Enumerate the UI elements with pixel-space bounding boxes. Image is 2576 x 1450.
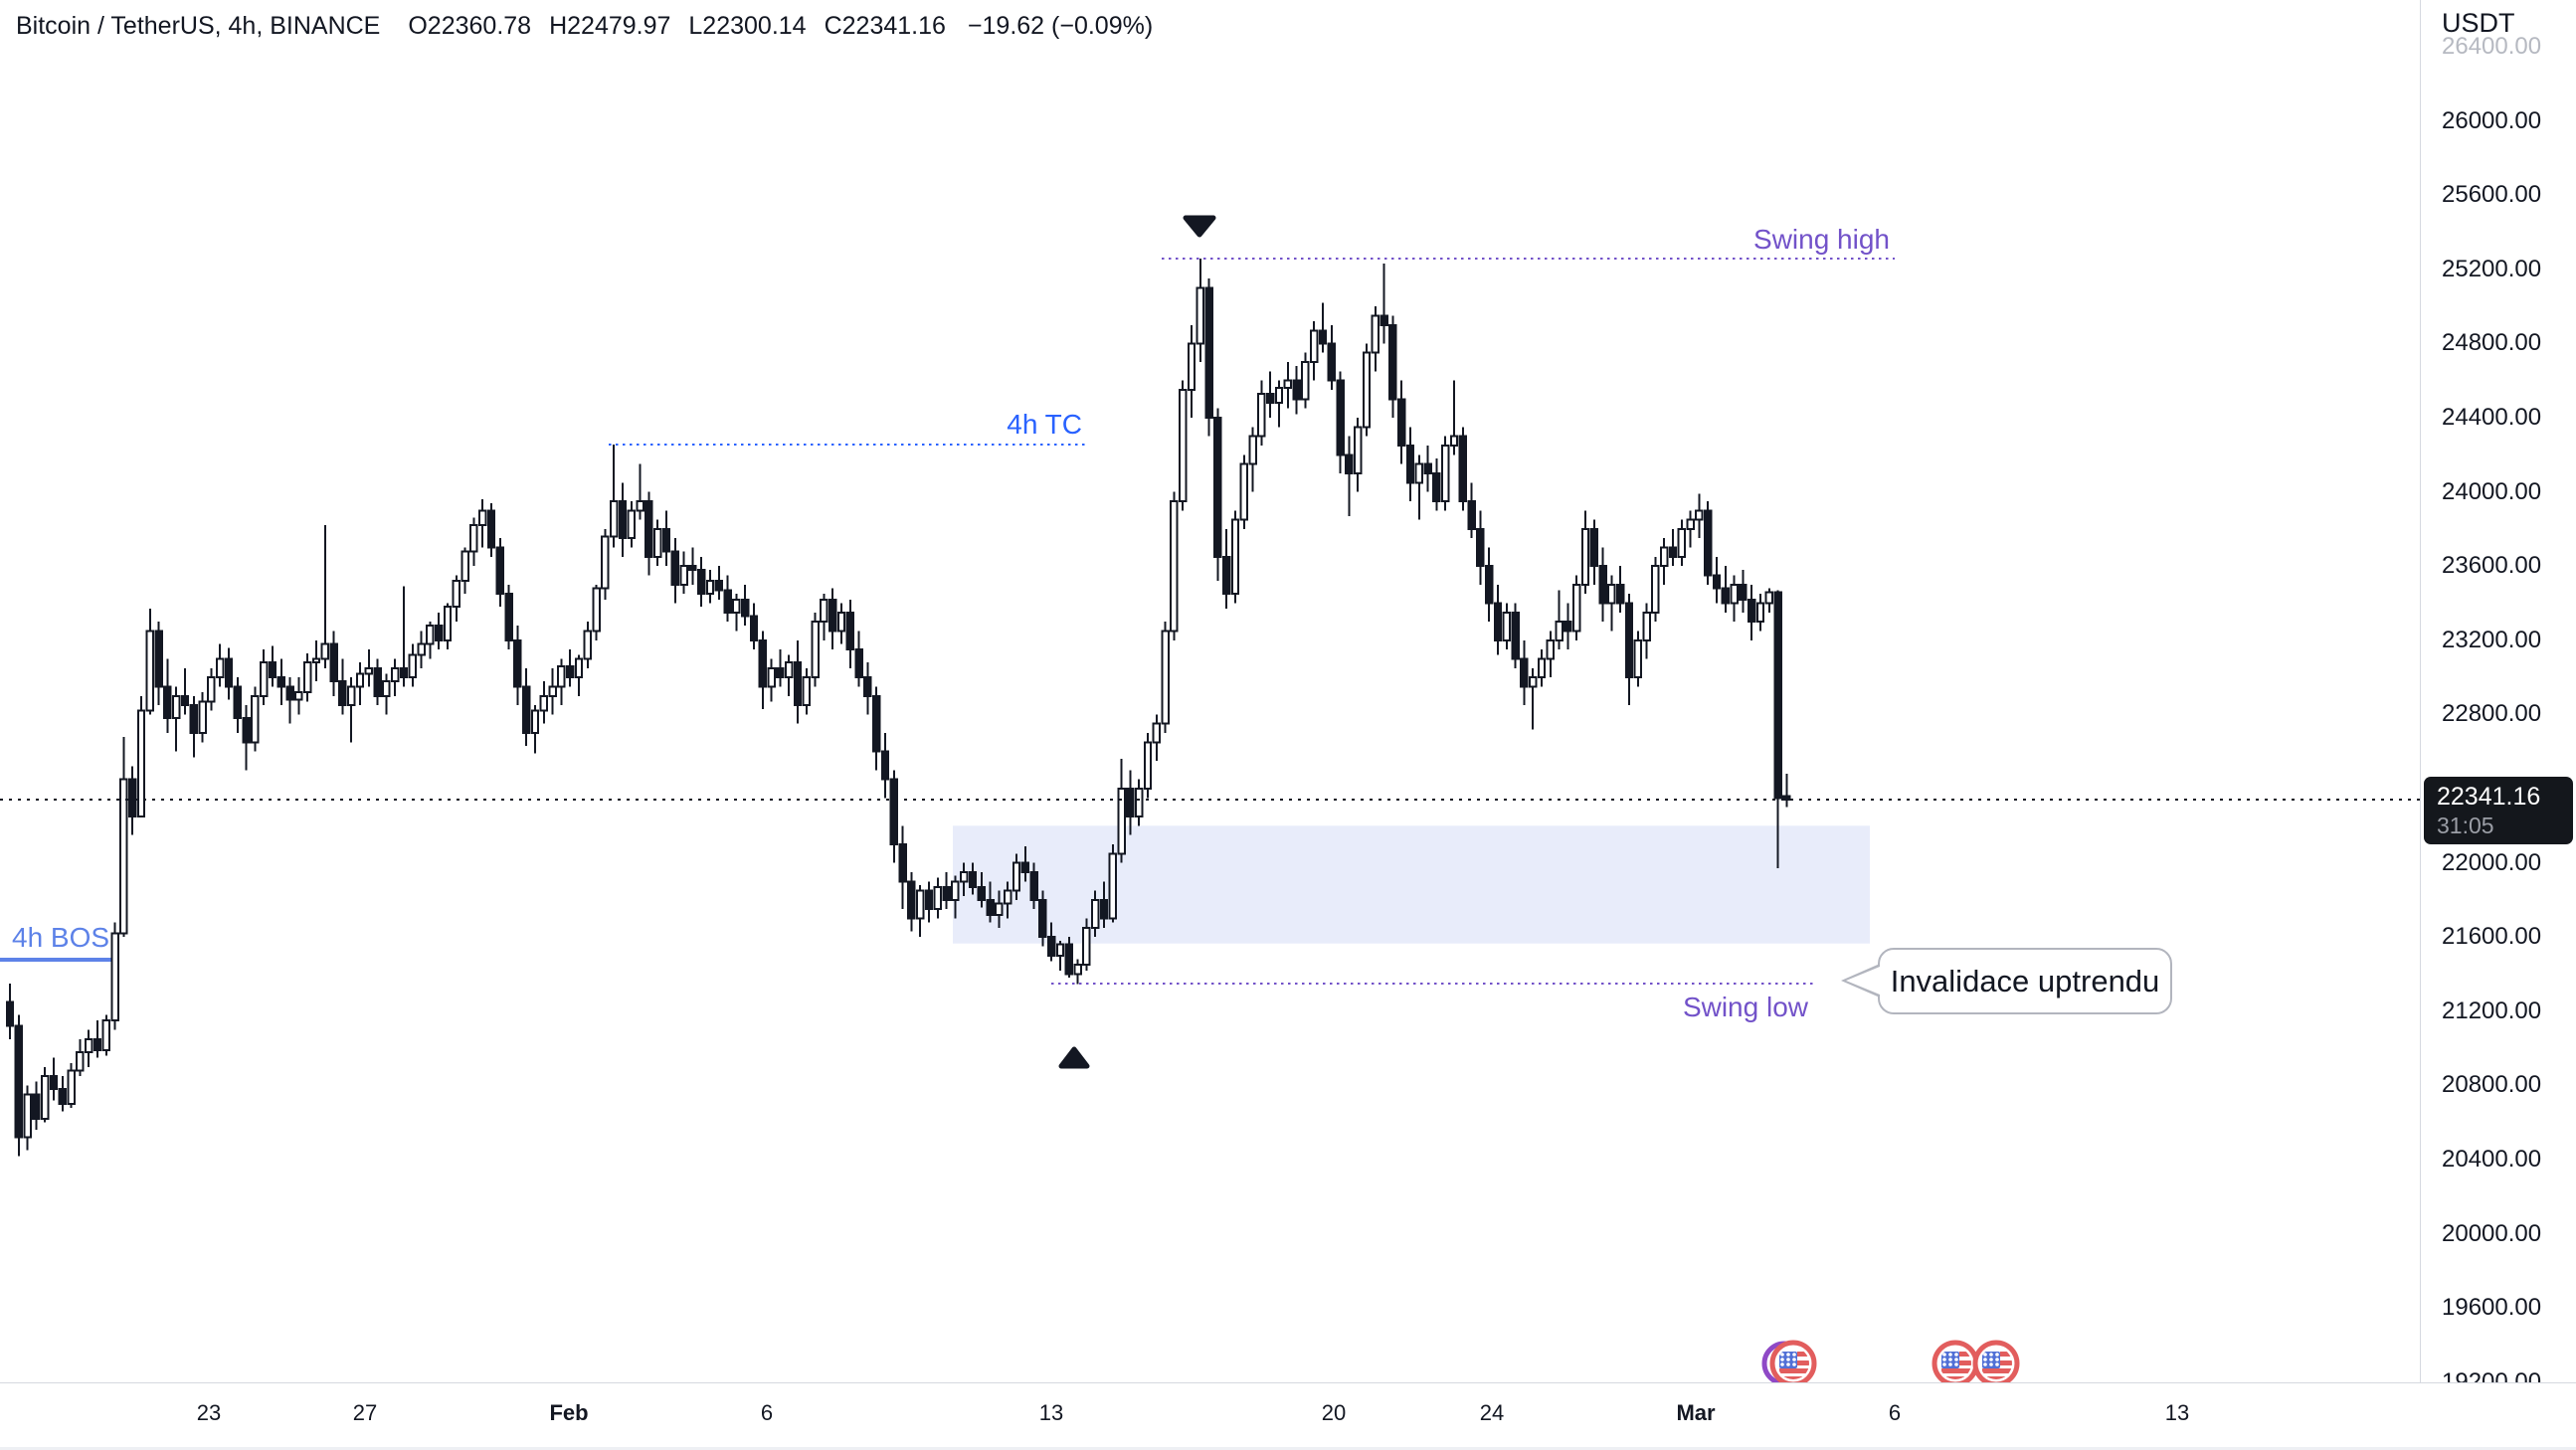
price-tick-label: 23200.00 <box>2442 626 2542 653</box>
time-scale[interactable]: 23 27 Feb 6 13 20 24 Mar 6 13 <box>0 1382 2576 1450</box>
symbol-info-bar: Bitcoin / TetherUS, 4h, BINANCE O22360.7… <box>16 10 1153 42</box>
current-price-value: 22341.16 <box>2437 783 2541 811</box>
current-price-badge: 22341.16 31:05 <box>2424 777 2573 844</box>
invalidation-callout-text: Invalidace uptrendu <box>1890 964 2160 998</box>
price-tick-label: 26400.00 <box>2442 33 2542 60</box>
price-scale[interactable]: USDT 22341.16 31:05 26400.00 26000.00 2560… <box>2420 0 2576 1450</box>
price-tick-label: 24400.00 <box>2442 404 2542 431</box>
time-tick-label: Mar <box>1676 1400 1716 1425</box>
price-tick-label: 24000.00 <box>2442 477 2542 505</box>
price-tick-label: 23600.00 <box>2442 552 2542 580</box>
price-tick-label: 20800.00 <box>2442 1071 2542 1099</box>
bos-4h-label[interactable]: 4h BOS <box>12 922 109 953</box>
time-tick-label: Feb <box>549 1400 589 1425</box>
symbol-title[interactable]: Bitcoin / TetherUS, 4h, BINANCE <box>16 12 381 40</box>
time-tick-label: 6 <box>1888 1400 1902 1425</box>
bar-countdown: 31:05 <box>2437 813 2494 838</box>
chart-canvas[interactable]: Swing high 4h TC 4h BOS Swing low <box>0 0 2420 1382</box>
time-tick-label: 13 <box>2164 1400 2190 1425</box>
ohlc-open: O22360.78 <box>408 12 532 40</box>
demand-zone[interactable] <box>953 825 1870 944</box>
price-tick-label: 25200.00 <box>2442 255 2542 282</box>
down-arrow-marker[interactable] <box>1183 215 1216 238</box>
tc-4h-label[interactable]: 4h TC <box>1007 409 1082 440</box>
time-tick-label: 20 <box>1321 1400 1347 1425</box>
ohlc-high: H22479.97 <box>549 12 671 40</box>
up-arrow-marker[interactable] <box>1058 1046 1090 1069</box>
swing-high-label[interactable]: Swing high <box>1753 224 1890 255</box>
price-tick-label: 21600.00 <box>2442 923 2542 951</box>
change-value: −19.62 (−0.09%) <box>967 12 1154 40</box>
time-tick-label: 23 <box>196 1400 222 1425</box>
price-tick-label: 20000.00 <box>2442 1219 2542 1247</box>
us-flag-event-icon[interactable] <box>1932 1340 1979 1382</box>
price-tick-label: 20400.00 <box>2442 1146 2542 1173</box>
swing-low-label[interactable]: Swing low <box>1683 992 1809 1022</box>
ohlc-close: C22341.16 <box>824 12 946 40</box>
price-tick-label: 22000.00 <box>2442 848 2542 876</box>
invalidation-callout[interactable]: Invalidace uptrendu <box>1841 948 2172 1014</box>
price-tick-label: 25600.00 <box>2442 181 2542 209</box>
time-tick-label: 6 <box>760 1400 774 1425</box>
price-tick-label: 21200.00 <box>2442 997 2542 1024</box>
candlestick-series <box>5 259 1791 1157</box>
price-tick-label: 24800.00 <box>2442 329 2542 357</box>
ohlc-low: L22300.14 <box>688 12 807 40</box>
price-tick-label: 26000.00 <box>2442 106 2542 134</box>
time-tick-label: 13 <box>1038 1400 1064 1425</box>
time-tick-label: 27 <box>352 1400 378 1425</box>
us-flag-event-icon[interactable] <box>1972 1340 2020 1382</box>
price-tick-label: 19600.00 <box>2442 1294 2542 1322</box>
time-tick-label: 24 <box>1479 1400 1505 1425</box>
price-scale-currency-label: USDT <box>2442 8 2515 38</box>
us-flag-event-icon[interactable] <box>1769 1340 1817 1382</box>
price-tick-label: 22800.00 <box>2442 700 2542 728</box>
ohlc-values: O22360.78 H22479.97 L22300.14 C22341.16 <box>408 10 964 42</box>
